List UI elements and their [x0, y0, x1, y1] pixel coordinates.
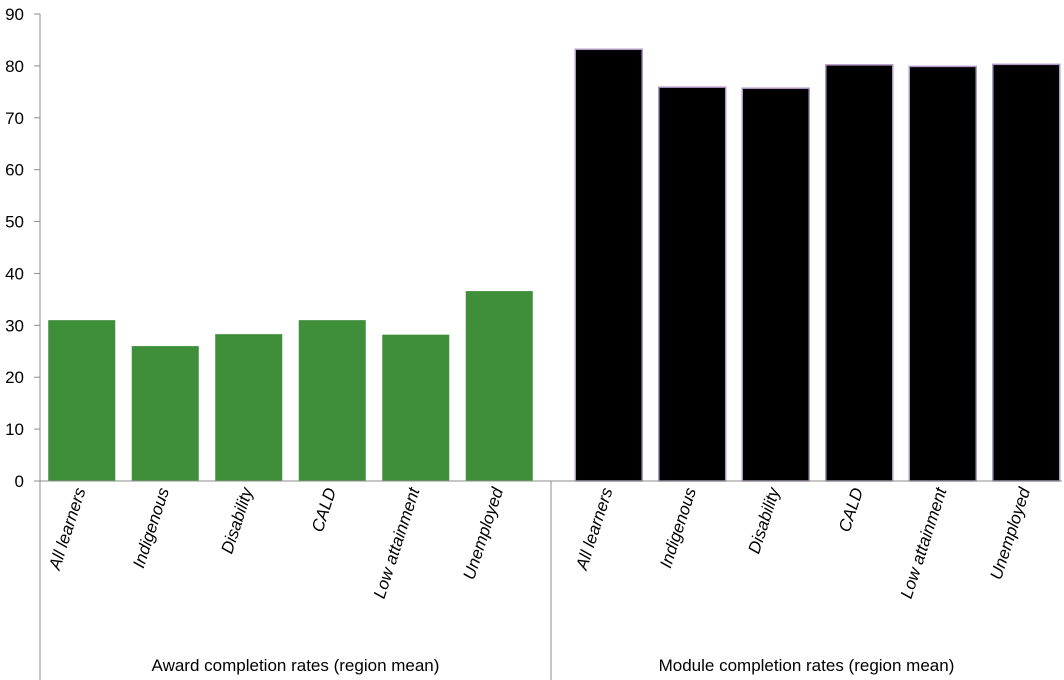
y-tick-label: 10 [5, 420, 24, 439]
bars [48, 48, 1061, 482]
bar [298, 320, 366, 481]
x-tick-label: Unemployed [459, 485, 507, 582]
y-tick-label: 70 [5, 109, 24, 128]
bar [215, 334, 283, 481]
x-tick-label: Low attainment [897, 484, 951, 601]
y-axis: 0 10 20 30 40 50 60 70 80 90 [5, 5, 41, 680]
y-tick-label: 30 [5, 316, 24, 335]
y-tick-label: 60 [5, 161, 24, 180]
x-axis: All learners Indigenous Disability CALD Low … [40, 480, 1062, 680]
x-tick-label: All learners [45, 485, 90, 573]
bar [131, 346, 199, 481]
y-tick-label: 20 [5, 368, 24, 387]
group-label: Module completion rates (region mean) [659, 656, 955, 675]
y-tick-label: 50 [5, 213, 24, 232]
bar [741, 87, 810, 482]
x-tick-label: Disability [744, 484, 784, 556]
y-tick-label: 0 [15, 472, 24, 491]
bar [992, 63, 1061, 482]
x-tick-label: CALD [308, 485, 340, 534]
bar [574, 48, 643, 482]
y-tick-label: 40 [5, 264, 24, 283]
bar [908, 65, 977, 482]
bar [658, 86, 727, 482]
bar [465, 291, 533, 481]
bar [48, 320, 116, 481]
x-tick-label: Unemployed [986, 485, 1034, 582]
x-tick-label: All learners [572, 485, 617, 573]
x-tick-label: CALD [835, 485, 867, 534]
x-tick-label: Indigenous [656, 485, 700, 570]
bar [825, 64, 894, 482]
x-tick-label: Indigenous [129, 485, 173, 570]
x-tick-label: Low attainment [370, 484, 424, 601]
x-tick-label: Disability [217, 484, 257, 556]
bar [382, 334, 450, 481]
y-tick-label: 80 [5, 57, 24, 76]
group-label: Award completion rates (region mean) [152, 656, 440, 675]
y-tick-label: 90 [5, 5, 24, 24]
